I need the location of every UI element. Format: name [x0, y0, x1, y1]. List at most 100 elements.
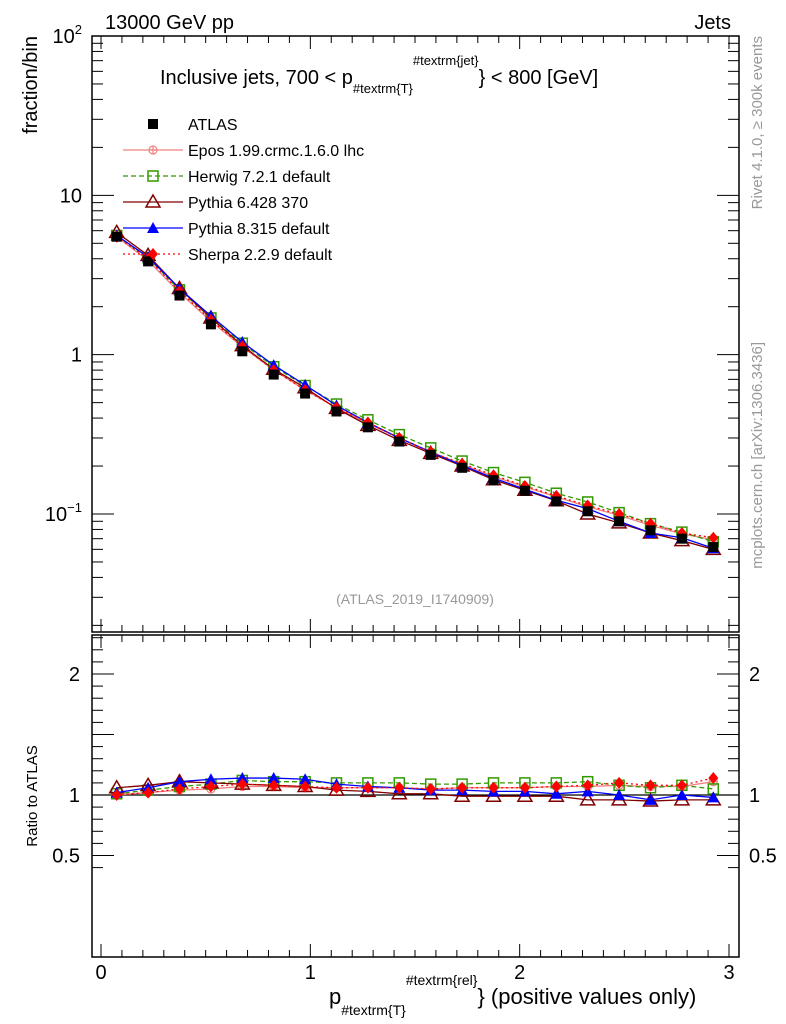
legend-marker-atlas	[148, 119, 158, 129]
ratio-plot-frame	[91, 634, 740, 958]
series-line-sherpa-2-2-9-default	[116, 236, 714, 539]
energy-label: 13000 GeV pp	[105, 12, 234, 34]
series-line-epos-1-99-crmc-1-6-0-lhc	[116, 236, 714, 541]
legend-label-herwig-7-2-1-default: Herwig 7.2.1 default	[188, 169, 331, 186]
ratio-point-pythia-8-315-default	[267, 772, 280, 784]
ratio-tick-label-right: 1	[749, 785, 760, 807]
x-axis-label: p#textrm{T}#textrm{rel}} (positive value…	[329, 972, 696, 1018]
point-atlas	[488, 475, 499, 486]
ratio-y-axis-label: Ratio to ATLAS	[24, 745, 41, 846]
ratio-point-sherpa-2-2-9-default	[645, 779, 656, 792]
y-tick-label: 10−1	[45, 500, 82, 526]
series-line-pythia-6-428-370	[116, 231, 714, 550]
axes: 0 1 2 3 102 10 1 10−1 2 2 1 1 0.5 0.5	[45, 22, 777, 984]
xlabel-sub: #textrm{T}	[341, 1002, 406, 1018]
legend: ATLAS Epos 1.99.crmc.1.6.0 lhc Herwig 7.2.…	[123, 117, 364, 264]
ratio-point-sherpa-2-2-9-default	[174, 782, 185, 795]
ratio-point-pythia-6-428-370	[642, 792, 659, 807]
rivet-label: Rivet 4.1.0, ≥ 300k events	[749, 36, 766, 209]
point-atlas	[362, 422, 373, 433]
ratio-point-pythia-6-428-370	[453, 787, 471, 802]
xlabel-post: } (positive values only)	[477, 984, 696, 1009]
y-tick-label: 10	[60, 185, 82, 207]
ratio-tick-label: 2	[69, 664, 80, 686]
chart-title: Inclusive jets, 700 < p#textrm{T} #textrm…	[160, 53, 598, 96]
ratio-point-pythia-8-315-default	[204, 773, 217, 785]
analysis-id: (ATLAS_2019_I1740909)	[336, 591, 494, 607]
point-atlas	[457, 462, 468, 473]
point-atlas	[205, 319, 216, 330]
legend-label-sherpa-2-2-9-default: Sherpa 2.2.9 default	[188, 247, 333, 264]
legend-label-pythia-8-315-default: Pythia 8.315 default	[188, 221, 330, 238]
ratio-point-pythia-8-315-default	[675, 789, 688, 800]
ratio-point-sherpa-2-2-9-default	[425, 782, 436, 795]
ratio-point-sherpa-2-2-9-default	[205, 780, 216, 793]
ratio-point-sherpa-2-2-9-default	[708, 772, 719, 785]
y-tick-label: 1	[71, 345, 82, 367]
legend-label-atlas: ATLAS	[188, 117, 238, 134]
ratio-point-sherpa-2-2-9-default	[488, 781, 499, 794]
point-atlas	[614, 516, 625, 527]
category-label: Jets	[694, 12, 731, 34]
title-post: } < 800 [GeV]	[479, 67, 599, 89]
xlabel-base: p	[329, 984, 341, 1009]
point-atlas	[394, 436, 405, 447]
ratio-tick-label-right: 2	[749, 664, 760, 686]
point-atlas	[300, 388, 311, 399]
ratio-point-pythia-8-315-default	[644, 793, 657, 805]
ratio-point-sherpa-2-2-9-default	[237, 778, 248, 791]
point-atlas	[582, 506, 593, 517]
x-tick-label: 3	[723, 962, 734, 984]
ratio-line-pythia-8-315-default	[116, 777, 714, 801]
legend-marker-pythia-6-428-370	[144, 193, 162, 208]
ratio-point-sherpa-2-2-9-default	[331, 781, 342, 794]
point-atlas	[425, 449, 436, 460]
ratio-point-sherpa-2-2-9-default	[582, 779, 593, 792]
point-atlas	[676, 533, 687, 544]
ratio-point-sherpa-2-2-9-default	[394, 781, 405, 794]
legend-label-epos-1-99-crmc-1-6-0-lhc: Epos 1.99.crmc.1.6.0 lhc	[188, 143, 364, 160]
ratio-point-sherpa-2-2-9-default	[300, 780, 311, 793]
x-tick-label: 1	[305, 962, 316, 984]
ratio-point-pythia-8-315-default	[613, 789, 626, 800]
point-atlas	[143, 256, 154, 267]
ratio-point-sherpa-2-2-9-default	[111, 789, 122, 801]
series-line-herwig-7-2-1-default	[116, 234, 714, 543]
point-atlas	[268, 369, 279, 380]
point-atlas	[551, 496, 562, 507]
ratio-tick-label-right: 0.5	[749, 846, 777, 868]
ratio-tick-label: 1	[69, 785, 80, 807]
main-series-layer	[108, 223, 722, 556]
x-tick-label: 2	[514, 962, 525, 984]
point-atlas	[174, 290, 185, 301]
title-pre: Inclusive jets, 700 < p	[160, 67, 353, 89]
point-sherpa-2-2-9-default	[708, 531, 719, 544]
ratio-tick-label: 0.5	[52, 846, 80, 868]
legend-marker-pythia-8-315-default	[147, 222, 159, 233]
legend-marker-epos-1-99-crmc-1-6-0-lhc	[148, 145, 158, 155]
ratio-point-sherpa-2-2-9-default	[614, 776, 625, 789]
title-sub: #textrm{T}	[353, 81, 414, 96]
ratio-point-pythia-8-315-default	[707, 791, 720, 803]
ratio-point-sherpa-2-2-9-default	[362, 781, 373, 794]
x-tick-label: 0	[95, 962, 106, 984]
point-atlas	[111, 231, 122, 242]
ratio-point-pythia-8-315-default	[550, 787, 563, 799]
ratio-point-pythia-8-315-default	[299, 773, 312, 785]
legend-label-pythia-6-428-370: Pythia 6.428 370	[188, 195, 308, 212]
series-line-pythia-8-315-default	[116, 234, 714, 549]
point-atlas	[645, 525, 656, 536]
ratio-point-sherpa-2-2-9-default	[268, 779, 279, 792]
point-atlas	[708, 542, 719, 553]
legend-marker-sherpa-2-2-9-default	[148, 248, 158, 260]
xlabel-sup: #textrm{rel}	[406, 972, 478, 988]
ratio-point-sherpa-2-2-9-default	[143, 786, 154, 799]
ratio-point-pythia-8-315-default	[236, 772, 249, 784]
ratio-point-sherpa-2-2-9-default	[551, 780, 562, 793]
mcplots-label: mcplots.cern.ch [arXiv:1306.3436]	[749, 342, 766, 569]
ratio-point-pythia-6-428-370	[579, 791, 597, 806]
ratio-point-sherpa-2-2-9-default	[519, 781, 530, 794]
point-atlas	[519, 485, 530, 496]
legend-marker-herwig-7-2-1-default	[147, 170, 159, 182]
